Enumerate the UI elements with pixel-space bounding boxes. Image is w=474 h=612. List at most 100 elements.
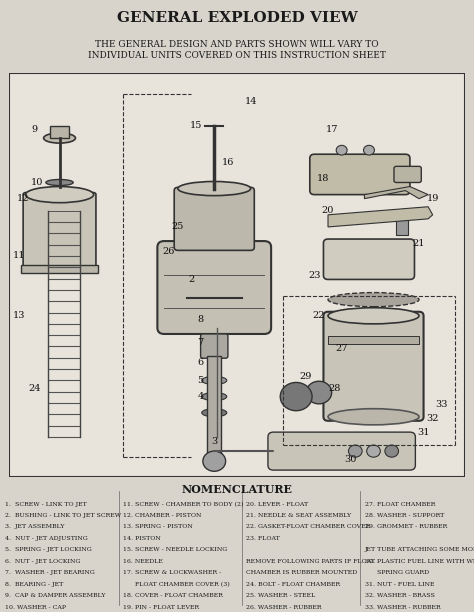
Ellipse shape [44, 133, 75, 143]
Text: 20. LEVER - FLOAT: 20. LEVER - FLOAT [246, 502, 309, 507]
Text: 25: 25 [172, 222, 184, 231]
Text: 16: 16 [222, 158, 234, 167]
Text: 6.  NUT - JET LOCKING: 6. NUT - JET LOCKING [5, 559, 80, 564]
Circle shape [203, 451, 226, 471]
Text: 23: 23 [308, 271, 320, 280]
Ellipse shape [328, 293, 419, 307]
Text: 21. NEEDLE & SEAT ASSEMBLY: 21. NEEDLE & SEAT ASSEMBLY [246, 513, 352, 518]
FancyBboxPatch shape [310, 154, 410, 195]
Text: 5: 5 [198, 376, 204, 385]
Text: SPRING GUARD: SPRING GUARD [365, 570, 429, 575]
Bar [328, 336, 419, 344]
Text: 24. BOLT - FLOAT CHAMBER: 24. BOLT - FLOAT CHAMBER [246, 581, 341, 587]
Text: 6: 6 [198, 358, 204, 367]
Text: 33. WASHER - RUBBER: 33. WASHER - RUBBER [365, 605, 441, 610]
Text: 28: 28 [328, 384, 341, 393]
Text: 14. PISTON: 14. PISTON [123, 536, 161, 541]
Ellipse shape [202, 409, 227, 417]
Text: 17: 17 [326, 125, 339, 135]
FancyBboxPatch shape [174, 187, 254, 250]
Text: 15. SCREW - NEEDLE LOCKING: 15. SCREW - NEEDLE LOCKING [123, 547, 228, 553]
Circle shape [348, 445, 362, 457]
Text: 29. GROMMET - RUBBER: 29. GROMMET - RUBBER [365, 524, 447, 529]
FancyBboxPatch shape [323, 239, 414, 280]
Text: 10: 10 [31, 178, 43, 187]
Text: 10. WASHER - CAP: 10. WASHER - CAP [5, 605, 66, 610]
Bar [21, 265, 98, 274]
Text: 19. PIN - FLOAT LEVER: 19. PIN - FLOAT LEVER [123, 605, 200, 610]
Text: 5.  SPRING - JET LOCKING: 5. SPRING - JET LOCKING [5, 547, 91, 553]
Text: 25. WASHER - STEEL: 25. WASHER - STEEL [246, 593, 316, 598]
Text: 27: 27 [336, 343, 348, 353]
Text: 13. SPRING - PISTON: 13. SPRING - PISTON [123, 524, 193, 529]
Ellipse shape [202, 392, 227, 401]
Text: 31: 31 [417, 428, 430, 438]
Text: 4.  NUT - JET ADJUSTING: 4. NUT - JET ADJUSTING [5, 536, 88, 541]
Circle shape [385, 445, 399, 457]
Text: 15: 15 [190, 121, 202, 130]
Text: FLOAT CHAMBER COVER (3): FLOAT CHAMBER COVER (3) [123, 581, 230, 587]
Text: 8.  BEARING - JET: 8. BEARING - JET [5, 581, 63, 587]
Circle shape [364, 145, 374, 155]
Text: 16. NEEDLE: 16. NEEDLE [123, 559, 163, 564]
Text: 9: 9 [31, 125, 37, 135]
FancyBboxPatch shape [157, 241, 271, 334]
Bar [208, 356, 221, 457]
Polygon shape [365, 187, 428, 199]
Text: 7.  WASHER - JET BEARING: 7. WASHER - JET BEARING [5, 570, 94, 575]
Ellipse shape [46, 179, 73, 185]
Text: 32: 32 [427, 414, 439, 424]
FancyBboxPatch shape [201, 334, 228, 358]
Text: 11: 11 [12, 251, 25, 259]
Text: 33: 33 [436, 400, 448, 409]
FancyBboxPatch shape [268, 432, 415, 470]
Text: 21: 21 [413, 239, 425, 248]
Text: 3: 3 [211, 436, 218, 446]
Text: 2: 2 [188, 275, 195, 284]
Text: 8: 8 [198, 315, 204, 324]
Text: 14: 14 [245, 97, 257, 106]
Text: 30: 30 [345, 455, 357, 464]
Circle shape [367, 445, 380, 457]
Text: 32. WASHER - BRASS: 32. WASHER - BRASS [365, 593, 435, 598]
Text: 11. SCREW - CHAMBER TO BODY (2): 11. SCREW - CHAMBER TO BODY (2) [123, 502, 244, 507]
Circle shape [306, 381, 332, 404]
Text: 13: 13 [12, 312, 25, 320]
Text: GENERAL EXPLODED VIEW: GENERAL EXPLODED VIEW [117, 11, 357, 25]
Ellipse shape [178, 182, 251, 196]
FancyBboxPatch shape [394, 166, 421, 182]
Text: 4: 4 [198, 392, 204, 401]
Polygon shape [328, 207, 433, 227]
Text: 27. FLOAT CHAMBER: 27. FLOAT CHAMBER [365, 502, 435, 507]
Text: 24: 24 [28, 384, 41, 393]
Circle shape [280, 382, 312, 411]
Bar [50, 126, 69, 138]
Text: 12. CHAMBER - PISTON: 12. CHAMBER - PISTON [123, 513, 201, 518]
Text: 18. COVER - FLOAT CHAMBER: 18. COVER - FLOAT CHAMBER [123, 593, 223, 598]
Text: 26: 26 [163, 247, 175, 256]
Text: 30. PLASTIC FUEL LINE WITH WIRE: 30. PLASTIC FUEL LINE WITH WIRE [365, 559, 474, 564]
Text: 31. NUT - FUEL LINE: 31. NUT - FUEL LINE [365, 581, 435, 587]
Text: 2.  BUSHING - LINK TO JET SCREW: 2. BUSHING - LINK TO JET SCREW [5, 513, 121, 518]
Text: 26. WASHER - RUBBER: 26. WASHER - RUBBER [246, 605, 322, 610]
Text: 18: 18 [317, 174, 329, 183]
Ellipse shape [26, 187, 94, 203]
Text: 22. GASKET-FLOAT CHAMBER COVER: 22. GASKET-FLOAT CHAMBER COVER [246, 524, 371, 529]
Ellipse shape [328, 308, 419, 324]
Text: 7: 7 [198, 338, 204, 346]
Text: JET TUBE ATTACHING SOME MODELS: JET TUBE ATTACHING SOME MODELS [365, 547, 474, 553]
Text: 28. WASHER - SUPPORT: 28. WASHER - SUPPORT [365, 513, 444, 518]
Ellipse shape [328, 409, 419, 425]
FancyBboxPatch shape [323, 312, 424, 421]
Text: 23. FLOAT: 23. FLOAT [246, 536, 280, 541]
Text: THE GENERAL DESIGN AND PARTS SHOWN WILL VARY TO
INDIVIDUAL UNITS COVERED ON THIS: THE GENERAL DESIGN AND PARTS SHOWN WILL … [88, 40, 386, 60]
Text: 12: 12 [17, 194, 29, 203]
Text: 3.  JET ASSEMBLY: 3. JET ASSEMBLY [5, 524, 64, 529]
FancyBboxPatch shape [23, 193, 96, 269]
Text: 19: 19 [427, 194, 439, 203]
Ellipse shape [202, 376, 227, 384]
Circle shape [336, 145, 347, 155]
Text: 1.  SCREW - LINK TO JET: 1. SCREW - LINK TO JET [5, 502, 86, 507]
Text: 17. SCREW & LOCKWASHER -: 17. SCREW & LOCKWASHER - [123, 570, 221, 575]
Text: 9.  CAP & DAMPER ASSEMBLY: 9. CAP & DAMPER ASSEMBLY [5, 593, 105, 598]
